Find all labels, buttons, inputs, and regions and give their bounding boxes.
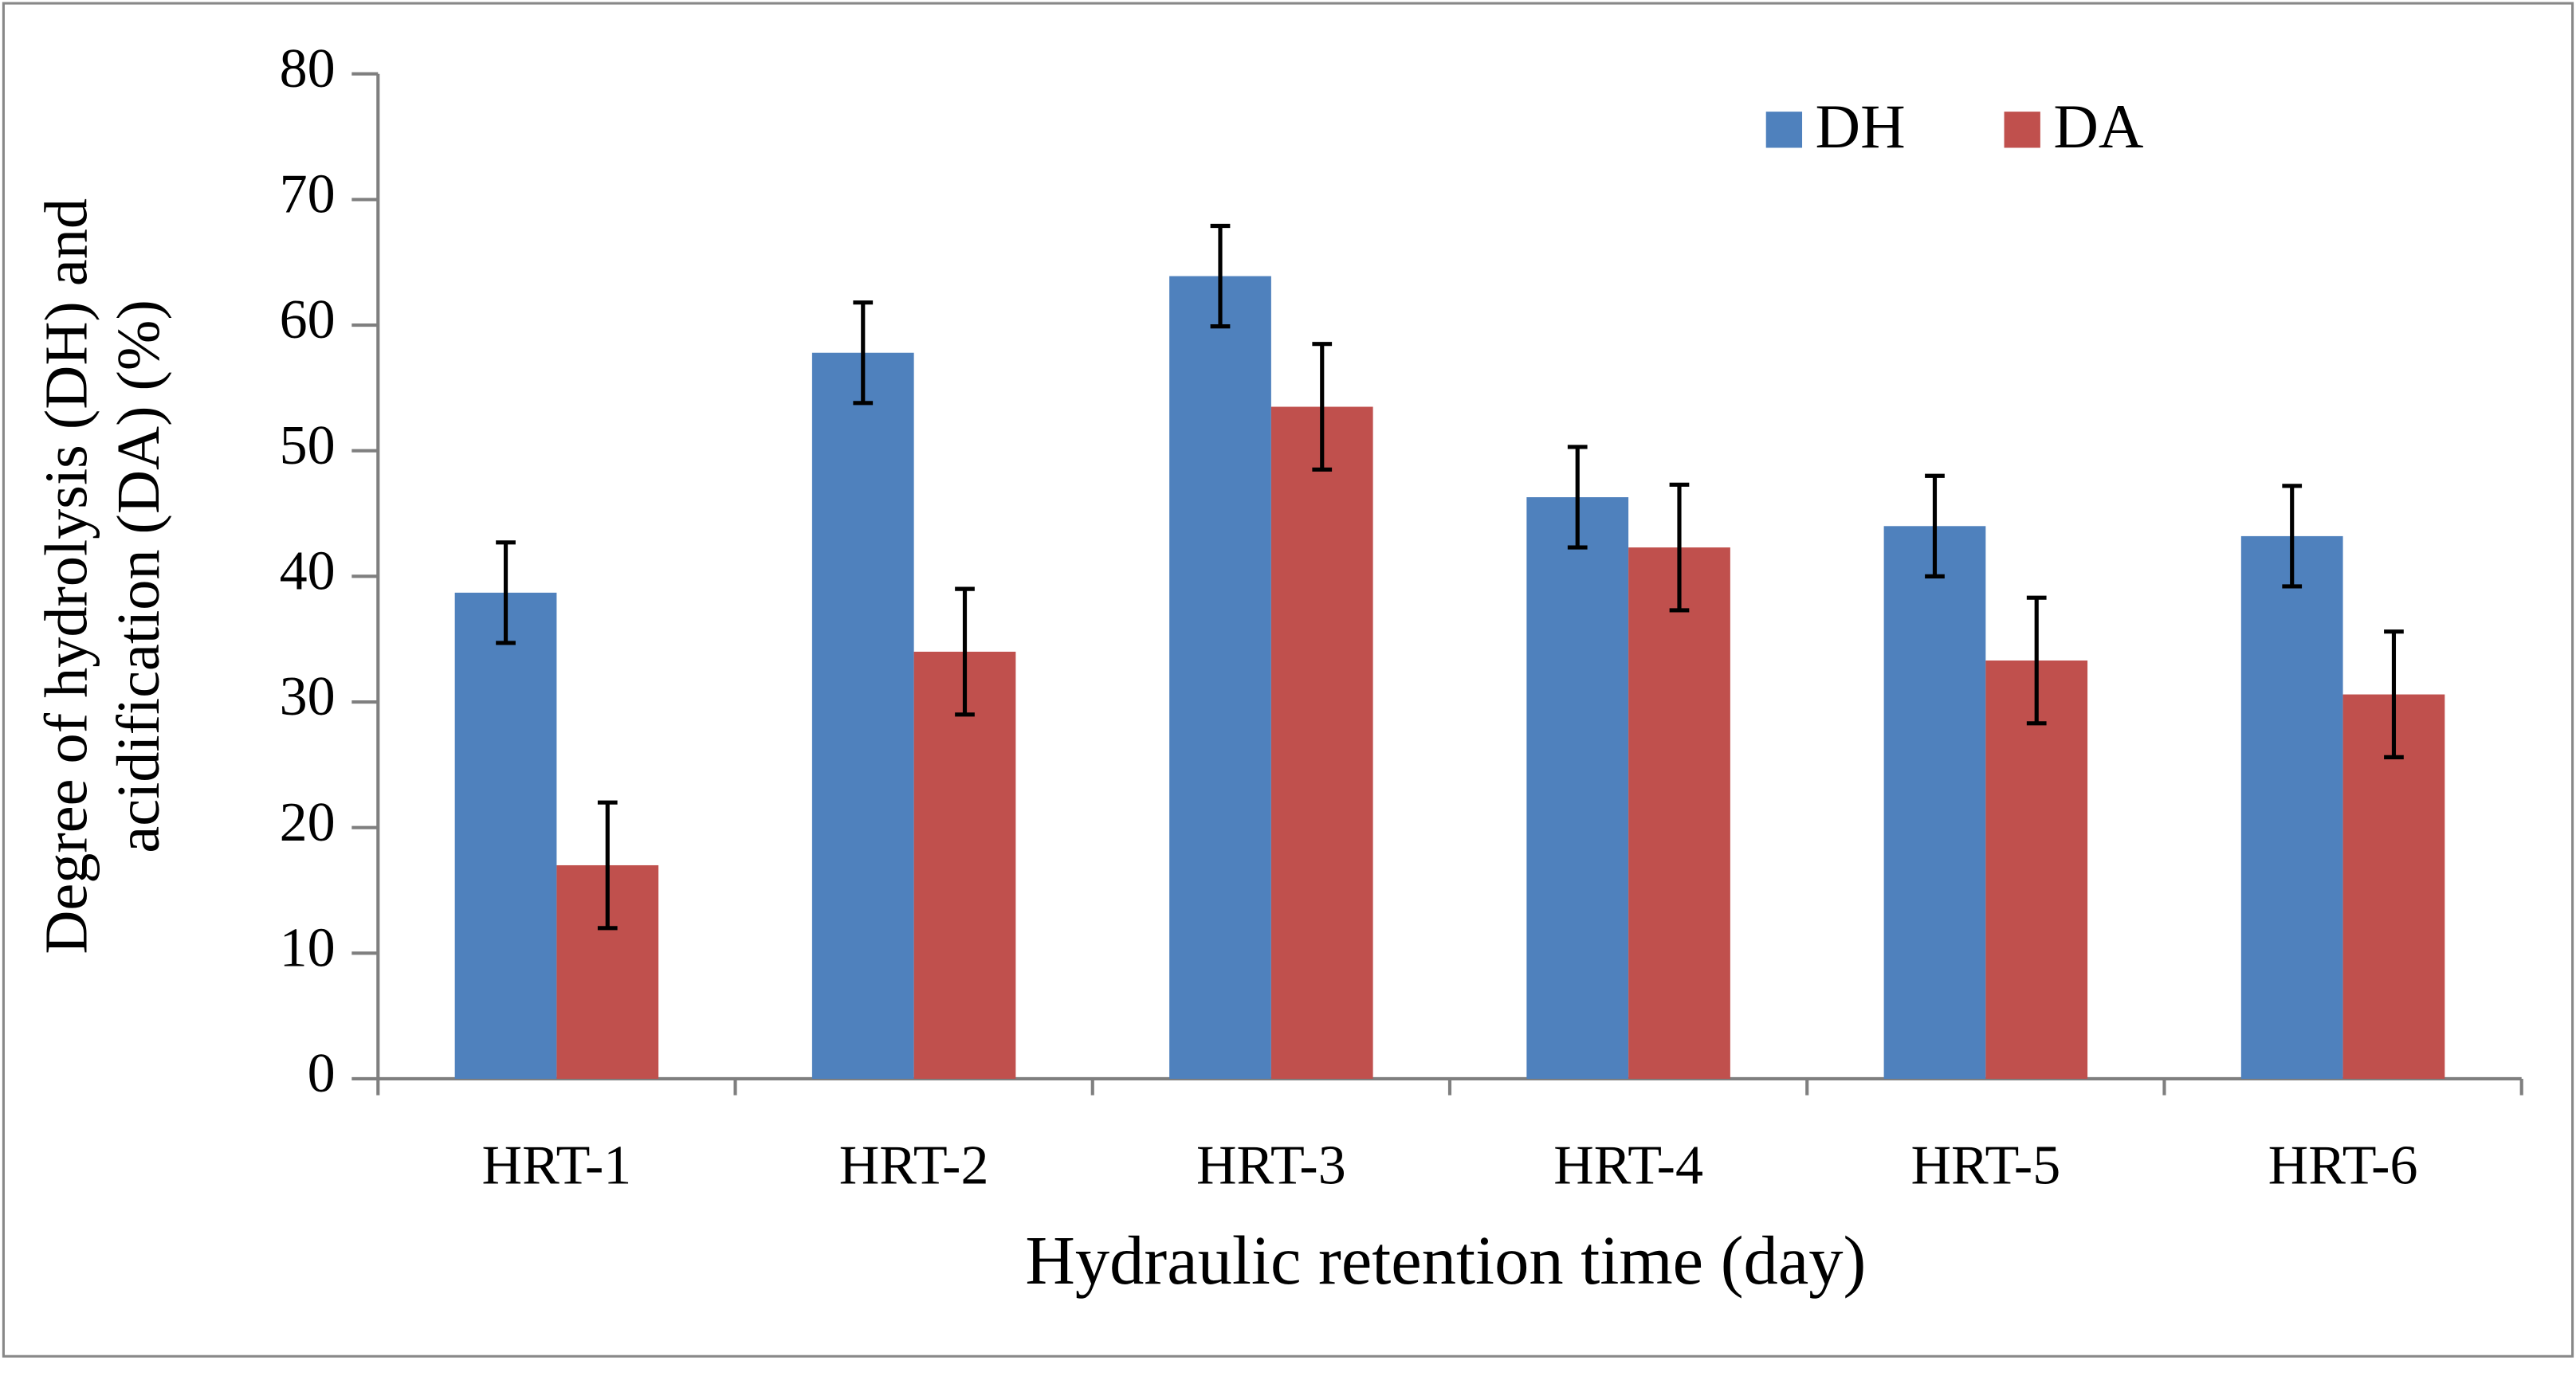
bar <box>454 592 557 1079</box>
bar <box>1270 406 1373 1079</box>
y-tick-label: 0 <box>308 1043 336 1104</box>
bar <box>2240 535 2343 1079</box>
y-tick-label: 30 <box>280 666 336 727</box>
bar <box>1883 526 1986 1079</box>
legend-swatch <box>2004 112 2040 148</box>
legend-label: DA <box>2053 92 2143 161</box>
x-axis-label: Hydraulic retention time (day) <box>1025 1222 1866 1299</box>
y-axis-label-line: Degree of hydrolysis (DH) and <box>33 198 100 955</box>
y-axis-label-line: acidification (DA) (%) <box>105 300 172 853</box>
bar <box>913 651 1016 1079</box>
x-tick-label: HRT-3 <box>1196 1135 1346 1196</box>
y-tick-label: 60 <box>280 289 336 351</box>
y-axis-label: Degree of hydrolysis (DH) and acidificat… <box>33 198 172 955</box>
y-tick-label: 80 <box>280 38 336 100</box>
x-tick-label: HRT-6 <box>2268 1135 2418 1196</box>
bar <box>1526 497 1629 1079</box>
y-tick-label: 20 <box>280 792 336 853</box>
legend-label: DH <box>1816 92 1906 161</box>
bar <box>811 352 914 1079</box>
y-tick-label: 40 <box>280 540 336 602</box>
x-tick-label: HRT-4 <box>1553 1135 1703 1196</box>
y-tick-label: 50 <box>280 415 336 476</box>
y-tick-label: 70 <box>280 163 336 225</box>
x-tick-label: HRT-2 <box>839 1135 989 1196</box>
legend-swatch <box>1765 112 1803 148</box>
x-tick-label: HRT-5 <box>1910 1135 2060 1196</box>
bar <box>1628 547 1730 1079</box>
bar <box>1985 660 2088 1079</box>
y-tick-label: 10 <box>280 917 336 978</box>
x-tick-label: HRT-1 <box>481 1135 631 1196</box>
bar <box>1169 276 1271 1079</box>
